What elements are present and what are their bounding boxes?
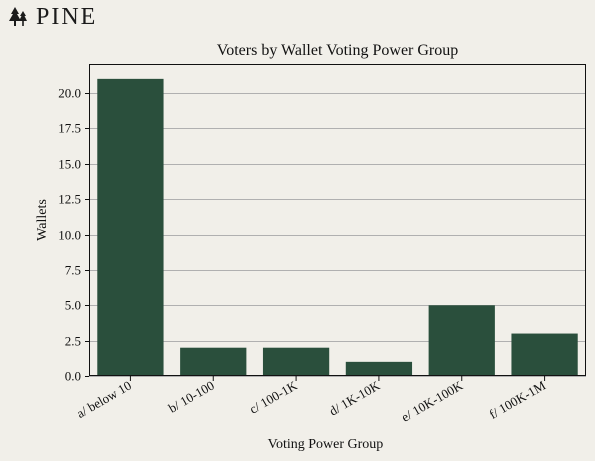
- x-axis: a/ below 10 b/ 10-100 c/ 100-1K d/ 1K-10K e/…: [74, 376, 548, 425]
- bar: [180, 347, 247, 376]
- y-tick-label: 20.0: [58, 86, 81, 101]
- x-tick-label: f/ 100K-1M: [486, 377, 548, 421]
- y-tick-label: 7.5: [65, 263, 81, 278]
- y-tick-label: 2.5: [65, 334, 81, 349]
- plot-frame: [89, 64, 586, 376]
- bar: [428, 305, 495, 376]
- pine-trees-icon: [8, 6, 30, 28]
- brand-logo: PINE: [8, 4, 97, 30]
- bar: [262, 347, 330, 376]
- bar: [511, 333, 578, 376]
- bar: [345, 361, 413, 376]
- bars: [97, 78, 578, 376]
- y-tick-label: 12.5: [58, 192, 81, 207]
- y-tick-label: 10.0: [58, 228, 81, 243]
- y-tick-label: 5.0: [65, 298, 81, 313]
- y-tick-label: 17.5: [58, 121, 81, 136]
- x-axis-label: Voting Power Group: [268, 437, 384, 452]
- chart-title: Voters by Wallet Voting Power Group: [217, 42, 459, 59]
- y-tick-label: 0.0: [65, 369, 81, 384]
- y-tick-label: 15.0: [58, 157, 81, 172]
- brand-name: PINE: [36, 4, 98, 30]
- x-tick-label: a/ below 10: [74, 378, 134, 421]
- y-axis-label: Wallets: [35, 199, 50, 241]
- x-tick-label: d/ 1K-10K: [326, 377, 382, 418]
- x-tick-label: b/ 10-100: [166, 378, 217, 416]
- x-tick-label: c/ 100-1K: [247, 377, 300, 416]
- x-tick-label: e/ 10K-100K: [399, 377, 466, 424]
- grid-lines: [89, 93, 586, 377]
- bar: [97, 78, 164, 376]
- y-axis: 0.0 2.5 5.0 7.5 10.0 12.5 15.0 17.5 20.0: [58, 86, 89, 384]
